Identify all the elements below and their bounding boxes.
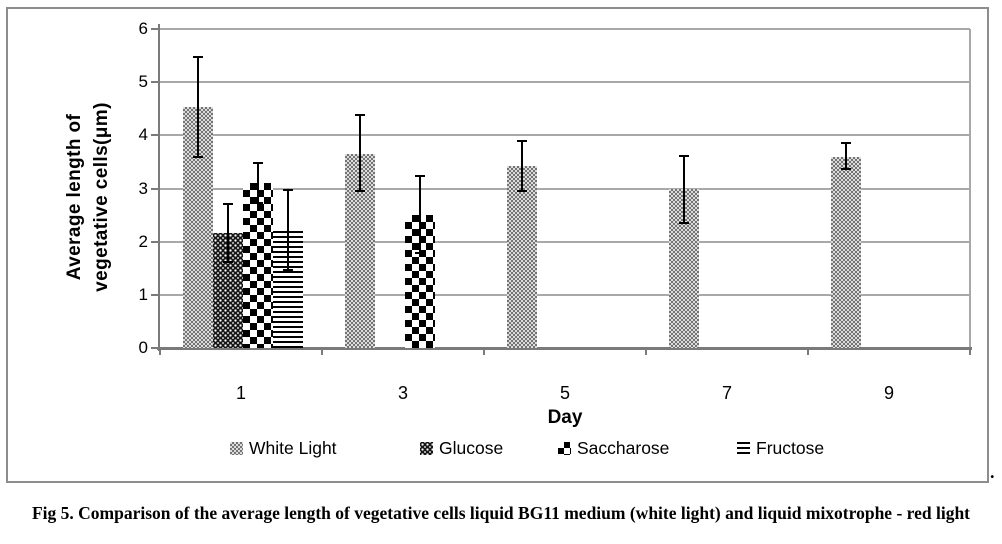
y-tick-2 [151,240,158,243]
x-tick-label-day-9: 9 [883,383,894,403]
bar-white-light-day-9 [831,156,861,348]
error-bar-saccharose-day-1-cap-top [253,161,263,164]
error-bar-white-light-day-7-cap-top [679,154,689,157]
plot-area [151,24,972,355]
error-bar-white-light-day-9-cap-bottom [841,167,851,170]
y-axis-title-line1: Average length of [64,113,85,281]
legend-item-white-light: White Light [230,437,337,459]
legend-label-white-light: White Light [249,438,337,458]
error-bar-white-light-day-3-line [359,115,361,192]
y-tick-label-3: 3 [138,178,148,198]
figure-caption: Fig 5. Comparison of the average length … [31,503,971,523]
x-tick-1 [321,348,323,355]
y-tick-label-2: 2 [138,231,148,251]
y-tick-label-5: 5 [138,72,148,92]
y-tick-5 [151,81,158,84]
error-bar-white-light-day-1-line [197,56,199,157]
error-bar-fructose-day-1-cap-bottom [283,268,293,271]
legend-item-fructose: Fructose [737,437,824,459]
error-bar-white-light-day-7-line [683,155,685,224]
x-tick-label-day-7: 7 [721,383,732,403]
bar-white-light-day-5 [507,166,537,348]
legend-icon-glucose [420,441,433,455]
error-bar-fructose-day-1-cap-top [283,189,293,192]
error-bar-fructose-day-1-line [287,190,289,270]
x-tick-5 [969,348,971,355]
y-tick-1 [151,293,158,296]
error-bar-white-light-day-3-cap-top [355,114,365,117]
error-bar-glucose-day-1-cap-bottom [223,260,233,263]
gridline-y2 [160,240,970,243]
gridline-y1 [160,293,970,296]
error-bar-white-light-day-3-cap-bottom [355,190,365,193]
error-bar-white-light-day-7-cap-bottom [679,222,689,225]
y-tick-6 [151,28,158,30]
error-bar-white-light-day-9-line [845,143,847,169]
error-bar-white-light-day-5-line [521,140,523,192]
error-bar-saccharose-day-3-cap-top [415,174,425,177]
legend-icon-saccharose [558,441,571,455]
error-bar-white-light-day-9-cap-top [841,142,851,145]
gridline-y4 [160,134,970,137]
error-bar-white-light-day-1-cap-top [193,55,203,58]
y-tick-label-6: 6 [138,19,148,38]
y-tick-label-0: 0 [138,338,148,357]
error-bar-glucose-day-1-line [227,204,229,262]
x-tick-label-day-1: 1 [235,383,246,403]
x-tick-2 [483,348,485,355]
chart-frame [6,7,989,483]
error-bar-saccharose-day-1-line [257,162,259,203]
legend-label-glucose: Glucose [439,438,504,458]
y-axis-line [158,24,160,351]
y-tick-4 [151,134,158,137]
legend-item-saccharose: Saccharose [558,437,669,459]
x-tick-label-day-3: 3 [397,383,408,403]
error-bar-saccharose-day-1-cap-bottom [253,201,263,204]
error-bar-saccharose-day-3-cap-bottom [415,252,425,255]
error-bar-saccharose-day-3-line [419,175,421,254]
error-bar-white-light-day-1-cap-bottom [193,155,203,158]
y-tick-label-4: 4 [138,125,148,145]
x-axis-title: Day [547,407,583,428]
gridline-y6 [160,28,970,30]
bar-saccharose-day-1 [243,183,273,348]
plot-right-border [969,29,971,348]
x-axis-line [157,347,972,350]
x-tick-3 [645,348,647,355]
legend-icon-white-light [230,441,243,455]
error-bar-white-light-day-5-cap-bottom [517,190,527,193]
error-bar-glucose-day-1-cap-top [223,203,233,206]
y-tick-3 [151,187,158,190]
y-tick-label-1: 1 [138,284,148,304]
legend-label-fructose: Fructose [756,438,825,458]
x-tick-0 [159,348,161,355]
y-tick-0 [151,347,158,349]
legend-icon-fructose [737,441,750,455]
legend-label-saccharose: Saccharose [577,438,670,458]
gridline-y5 [160,81,970,84]
legend-item-glucose: Glucose [420,437,503,459]
stray-period: . [990,462,995,482]
gridline-y3 [160,187,970,190]
bar-fructose-day-1 [273,231,303,348]
x-tick-4 [807,348,809,355]
x-tick-label-day-5: 5 [559,383,570,403]
error-bar-white-light-day-5-cap-top [517,139,527,142]
